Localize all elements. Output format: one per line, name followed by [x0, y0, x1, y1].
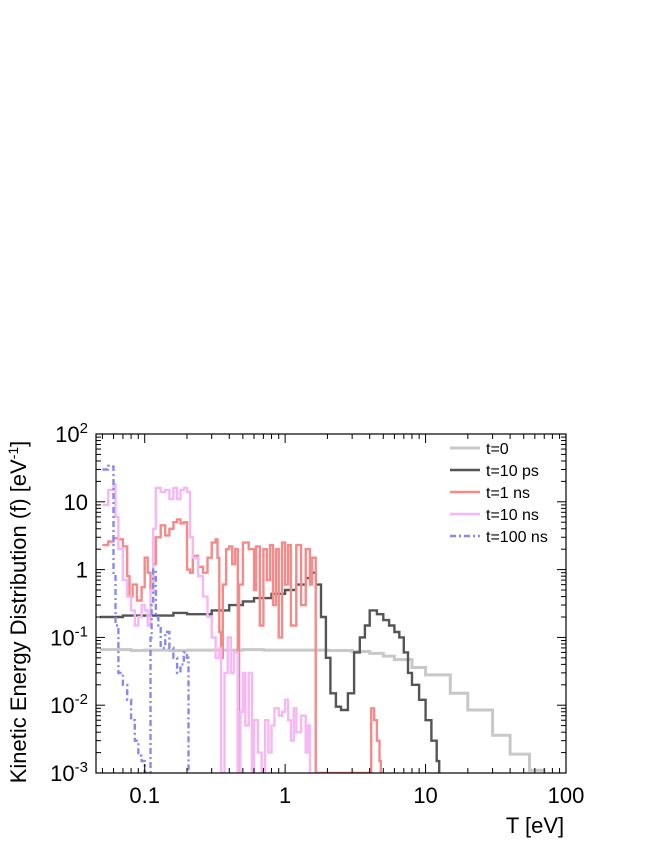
ticks-layer: [96, 433, 567, 774]
y-axis-label-main: Kinetic Energy Distribution (f) [eV: [6, 459, 31, 783]
x-axis-label: T [eV]: [506, 813, 564, 838]
series-line-0: [99, 648, 546, 773]
y-tick-label: 10: [64, 490, 88, 515]
y-axis-label-sup: -1: [5, 447, 21, 460]
tick-labels: 0.1 1 10 100 10-3 10-2 10-1 1 10 102: [50, 420, 584, 808]
legend: t=0 t=10 ps t=1 ns t=10 ns t=100 ns: [450, 441, 548, 546]
legend-label: t=100 ns: [486, 529, 548, 546]
legend-label: t=10 ps: [486, 463, 539, 480]
x-tick-label: 100: [548, 783, 585, 808]
x-tick-label: 10: [413, 783, 437, 808]
y-tick-label: 10-3: [50, 759, 88, 786]
y-tick-label: 102: [55, 420, 88, 447]
series-line-1: [99, 571, 441, 773]
x-tick-label: 0.1: [129, 783, 160, 808]
x-tick-label: 1: [279, 783, 291, 808]
plot-frame: [95, 433, 567, 774]
series-line-3: [102, 483, 312, 773]
y-tick-label: 10-1: [50, 623, 88, 650]
y-tick-label: 10-2: [50, 691, 88, 718]
legend-label: t=1 ns: [486, 485, 530, 502]
y-axis-label: Kinetic Energy Distribution (f) [eV-1]: [5, 441, 31, 784]
series-layer: [99, 464, 546, 773]
y-tick-label: 1: [76, 558, 88, 583]
y-axis-label-end: ]: [6, 441, 31, 447]
series-line-4: [102, 464, 190, 773]
legend-label: t=10 ns: [486, 507, 539, 524]
series-line-2: [102, 518, 382, 773]
legend-label: t=0: [486, 441, 509, 458]
